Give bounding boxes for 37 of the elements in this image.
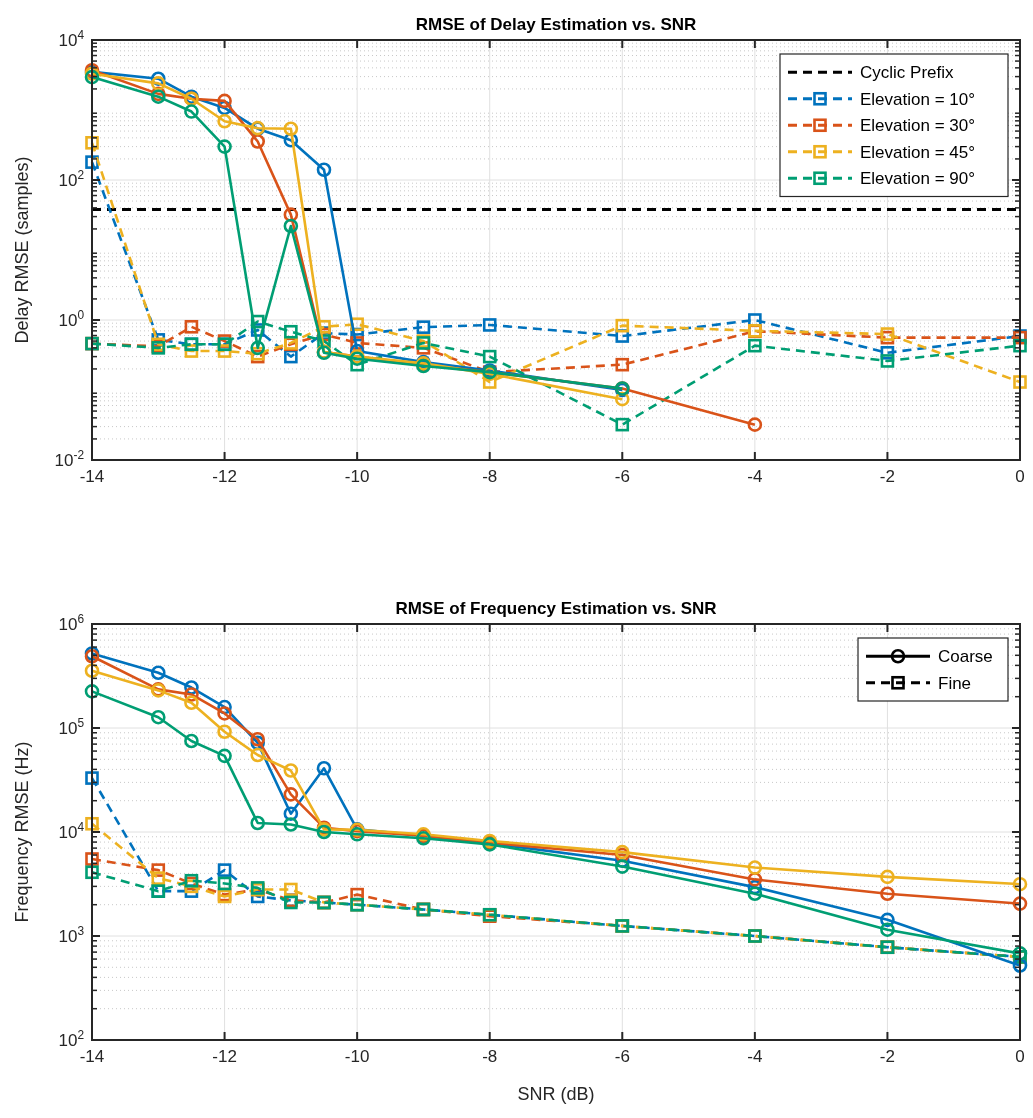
x-tick-label: -4 [747, 1047, 763, 1066]
x-tick-label: -8 [482, 1047, 498, 1066]
annotation: Coarse [938, 647, 993, 667]
x-tick-label: -2 [879, 467, 895, 486]
x-tick-label: -12 [212, 467, 237, 486]
x-tick-label: -14 [79, 467, 105, 486]
annotation: Fine [938, 673, 972, 693]
y-tick-label: 10$^{4}$ [58, 820, 85, 842]
y-tick-label: 10$^{2}$ [58, 1028, 85, 1050]
chart-title: RMSE of Frequency Estimation vs. SNR [395, 599, 717, 618]
x-tick-label: -8 [482, 467, 498, 486]
x-tick-label: -14 [79, 1047, 105, 1066]
x-tick-label: -10 [344, 467, 370, 486]
x-tick-label: 0 [1015, 467, 1025, 486]
y-tick-label: 10$^{2}$ [58, 168, 85, 190]
legend-label: Elevation = 45° [860, 142, 976, 162]
y-tick-label: 10$^{0}$ [58, 308, 85, 330]
legend-label: Elevation = 10° [860, 89, 976, 109]
x-tick-label: -6 [614, 1047, 630, 1066]
x-tick-label: -10 [344, 1047, 370, 1066]
y-axis-title: Delay RMSE (samples) [12, 156, 32, 344]
legend-label: Elevation = 90° [860, 169, 976, 189]
y-axis-title: Frequency RMSE (Hz) [12, 741, 32, 923]
x-tick-label: -2 [879, 1047, 895, 1066]
legend-label: Elevation = 30° [860, 116, 976, 136]
x-tick-label: -4 [747, 467, 763, 486]
y-tick-label: 10$^{6}$ [58, 612, 85, 634]
x-tick-label: -6 [614, 467, 630, 486]
legend-label: Cyclic Prefix [860, 63, 955, 83]
x-tick-label: -12 [212, 1047, 237, 1066]
y-tick-label: 10$^{-2}$ [54, 448, 85, 470]
y-tick-label: 10$^{3}$ [58, 924, 85, 946]
y-tick-label: 10$^{4}$ [58, 28, 85, 50]
x-axis-title: SNR (dB) [517, 1084, 595, 1104]
x-tick-label: 0 [1015, 1047, 1025, 1066]
y-tick-label: 10$^{5}$ [58, 716, 85, 738]
chart-title: RMSE of Delay Estimation vs. SNR [415, 15, 697, 34]
